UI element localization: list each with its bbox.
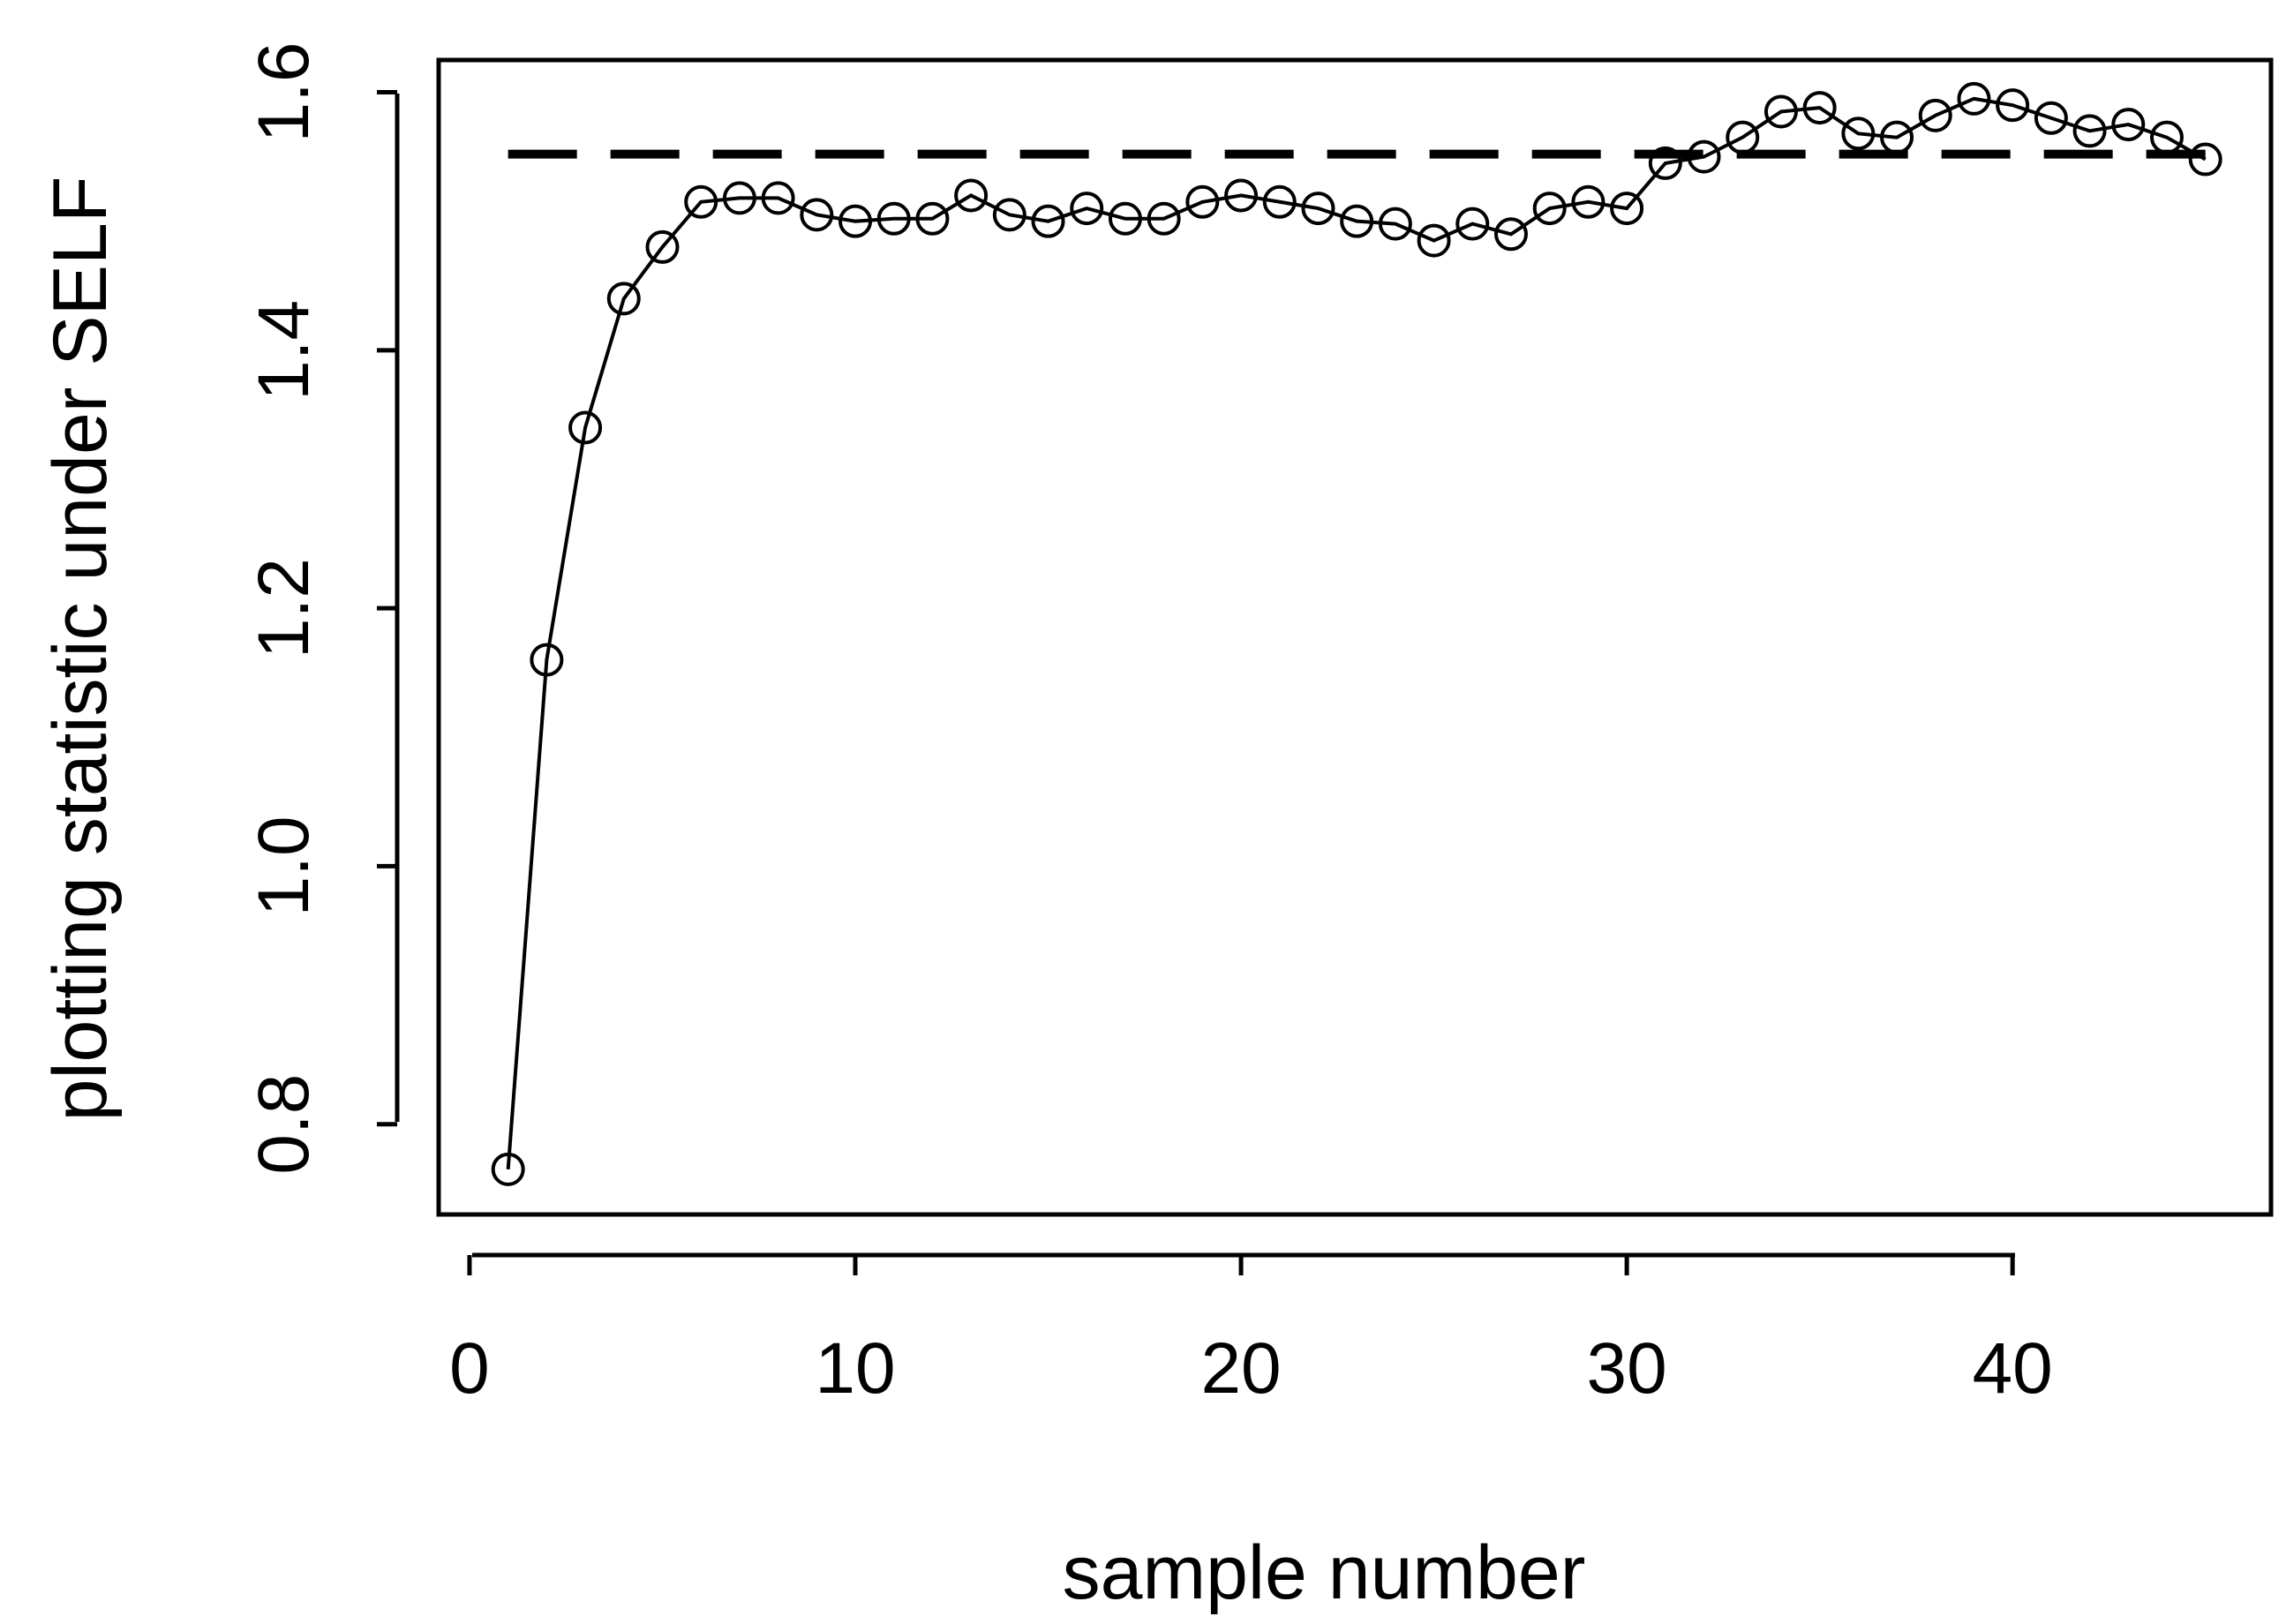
data-point xyxy=(1532,192,1567,226)
data-point xyxy=(606,282,641,316)
x-tick-label: 40 xyxy=(1973,1328,2053,1409)
y-tick-label: 1.6 xyxy=(244,42,324,143)
data-point xyxy=(1108,201,1142,236)
data-point xyxy=(838,204,873,238)
data-point xyxy=(1340,204,1374,238)
data-point xyxy=(1841,117,1876,151)
data-point xyxy=(568,410,603,445)
data-points xyxy=(491,81,2222,1186)
data-point xyxy=(530,643,564,677)
data-point xyxy=(645,229,680,264)
data-point xyxy=(2034,101,2068,135)
data-point xyxy=(1417,223,1451,258)
data-point xyxy=(1031,204,1065,238)
x-tick-label: 20 xyxy=(1200,1328,1281,1409)
x-tick-label: 30 xyxy=(1587,1328,1667,1409)
data-point xyxy=(1918,98,1952,132)
data-point xyxy=(1610,192,1644,226)
y-axis-label: plotting statistic under SELF xyxy=(38,177,123,1122)
data-point xyxy=(1147,201,1181,236)
y-tick-label: 1.0 xyxy=(244,816,324,916)
data-point xyxy=(1070,192,1104,226)
data-point xyxy=(2111,108,2146,142)
data-point xyxy=(1262,184,1297,219)
data-point xyxy=(1996,88,2030,123)
data-point xyxy=(1763,94,1798,129)
data-point xyxy=(1378,207,1412,241)
x-axis: 0 10 20 30 40 xyxy=(449,1252,2053,1409)
data-point xyxy=(2149,120,2184,154)
data-point xyxy=(876,201,911,236)
series-line xyxy=(506,96,2207,1170)
data-point xyxy=(2188,142,2222,177)
data-point xyxy=(1455,207,1490,241)
data-point xyxy=(761,181,795,215)
x-tick-label: 10 xyxy=(815,1328,895,1409)
data-point xyxy=(2072,114,2107,148)
data-point xyxy=(1648,146,1682,180)
data-point xyxy=(1301,192,1335,226)
data-point xyxy=(684,184,718,219)
plot-frame xyxy=(436,57,2274,1217)
data-point xyxy=(1880,120,1914,154)
y-tick-label: 1.4 xyxy=(244,300,324,401)
data-point xyxy=(1687,139,1721,174)
data-point xyxy=(1957,81,1991,116)
y-axis: 0.8 1.0 1.2 1.4 1.6 xyxy=(244,42,400,1175)
data-point xyxy=(915,201,950,236)
x-axis-label: sample number xyxy=(1063,1530,1586,1615)
y-tick-label: 1.2 xyxy=(244,558,324,658)
data-point xyxy=(1494,217,1529,252)
data-point xyxy=(1224,178,1259,213)
data-point xyxy=(1802,91,1837,125)
x-tick-label: 0 xyxy=(449,1328,490,1409)
data-point xyxy=(954,178,989,213)
data-point xyxy=(722,181,756,215)
data-point xyxy=(800,198,834,232)
data-point xyxy=(491,1152,525,1186)
data-point xyxy=(1571,184,1605,219)
y-tick-label: 0.8 xyxy=(244,1074,324,1175)
data-point xyxy=(1726,120,1760,154)
data-point xyxy=(1185,184,1220,219)
data-point xyxy=(992,198,1026,232)
